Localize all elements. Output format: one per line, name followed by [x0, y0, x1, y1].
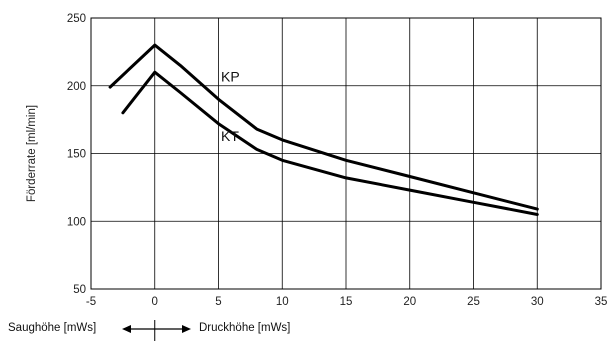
x-tick-label: 35 [595, 296, 608, 308]
grid-layer [91, 18, 601, 289]
series-line-kp [108, 43, 539, 211]
x-tick-label: 15 [340, 296, 353, 308]
x-tick-label: 0 [152, 296, 158, 308]
x-tick-label: 25 [467, 296, 480, 308]
x-tick-label: 20 [403, 296, 416, 308]
y-axis-label: Förderrate [ml/min] [26, 105, 38, 202]
x-tick-label: 5 [215, 296, 221, 308]
tick-layer: -5 0 5 10 15 20 25 30 35 50 100 150 200 250 [67, 13, 608, 308]
plot-frame [90, 17, 602, 290]
arrow-right-head [182, 325, 191, 333]
y-tick-label: 200 [67, 81, 86, 93]
x-tick-label: -5 [86, 296, 96, 308]
series-layer [108, 43, 539, 216]
double-arrow-icon [122, 320, 191, 341]
y-tick-label: 50 [73, 284, 86, 296]
y-tick-label: 150 [67, 149, 86, 161]
y-tick-label: 250 [67, 13, 86, 25]
x-tick-label: 10 [276, 296, 289, 308]
arrow-left-head [122, 325, 131, 333]
series-annotation-kp: KP [221, 68, 240, 84]
series-line-kt [121, 70, 539, 216]
bottom-label-layer: Saughöhe [mWs] Druckhöhe [mWs] [8, 320, 290, 341]
series-annotation-kt: KT [221, 128, 239, 144]
annotation-layer: KP KT [221, 68, 240, 144]
x-tick-label: 30 [531, 296, 544, 308]
pressure-height-label: Druckhöhe [mWs] [199, 322, 290, 334]
suction-height-label: Saughöhe [mWs] [8, 322, 96, 334]
y-tick-label: 100 [67, 216, 86, 228]
